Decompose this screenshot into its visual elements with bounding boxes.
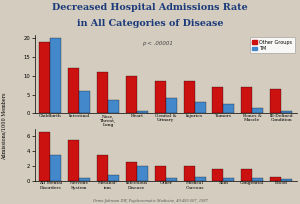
Bar: [252, 108, 263, 113]
Bar: [155, 166, 166, 181]
Bar: [68, 68, 79, 113]
Bar: [137, 166, 148, 181]
Bar: [108, 100, 119, 113]
Bar: [195, 102, 206, 113]
Bar: [166, 98, 177, 113]
Bar: [212, 87, 224, 113]
Bar: [224, 178, 234, 181]
Bar: [126, 76, 137, 113]
Bar: [241, 169, 252, 181]
Bar: [252, 178, 263, 181]
Bar: [212, 169, 224, 181]
Bar: [68, 140, 79, 181]
Bar: [39, 42, 50, 113]
Bar: [39, 132, 50, 181]
Bar: [281, 179, 292, 181]
Bar: [241, 87, 252, 113]
Bar: [270, 177, 281, 181]
Bar: [137, 111, 148, 113]
Bar: [195, 177, 206, 181]
Bar: [224, 104, 234, 113]
Text: in All Categories of Disease: in All Categories of Disease: [77, 19, 223, 28]
Bar: [166, 178, 177, 181]
Legend: Other Groups, TM: Other Groups, TM: [250, 37, 295, 53]
Bar: [108, 175, 119, 181]
Bar: [184, 81, 195, 113]
Bar: [126, 162, 137, 181]
Bar: [79, 178, 90, 181]
Bar: [270, 89, 281, 113]
Text: Decreased Hospital Admissions Rate: Decreased Hospital Admissions Rate: [52, 3, 248, 12]
Bar: [50, 38, 61, 113]
Bar: [97, 72, 108, 113]
Text: p < .00001: p < .00001: [142, 41, 173, 46]
Bar: [79, 91, 90, 113]
Bar: [155, 81, 166, 113]
Text: Orme-Johnson DW, Psychosomatic Medicine, 49:493-507, 1987: Orme-Johnson DW, Psychosomatic Medicine,…: [93, 199, 207, 203]
Bar: [97, 155, 108, 181]
Text: Admissions/1000 Members: Admissions/1000 Members: [1, 93, 6, 160]
Bar: [281, 111, 292, 113]
Bar: [50, 155, 61, 181]
Bar: [184, 166, 195, 181]
